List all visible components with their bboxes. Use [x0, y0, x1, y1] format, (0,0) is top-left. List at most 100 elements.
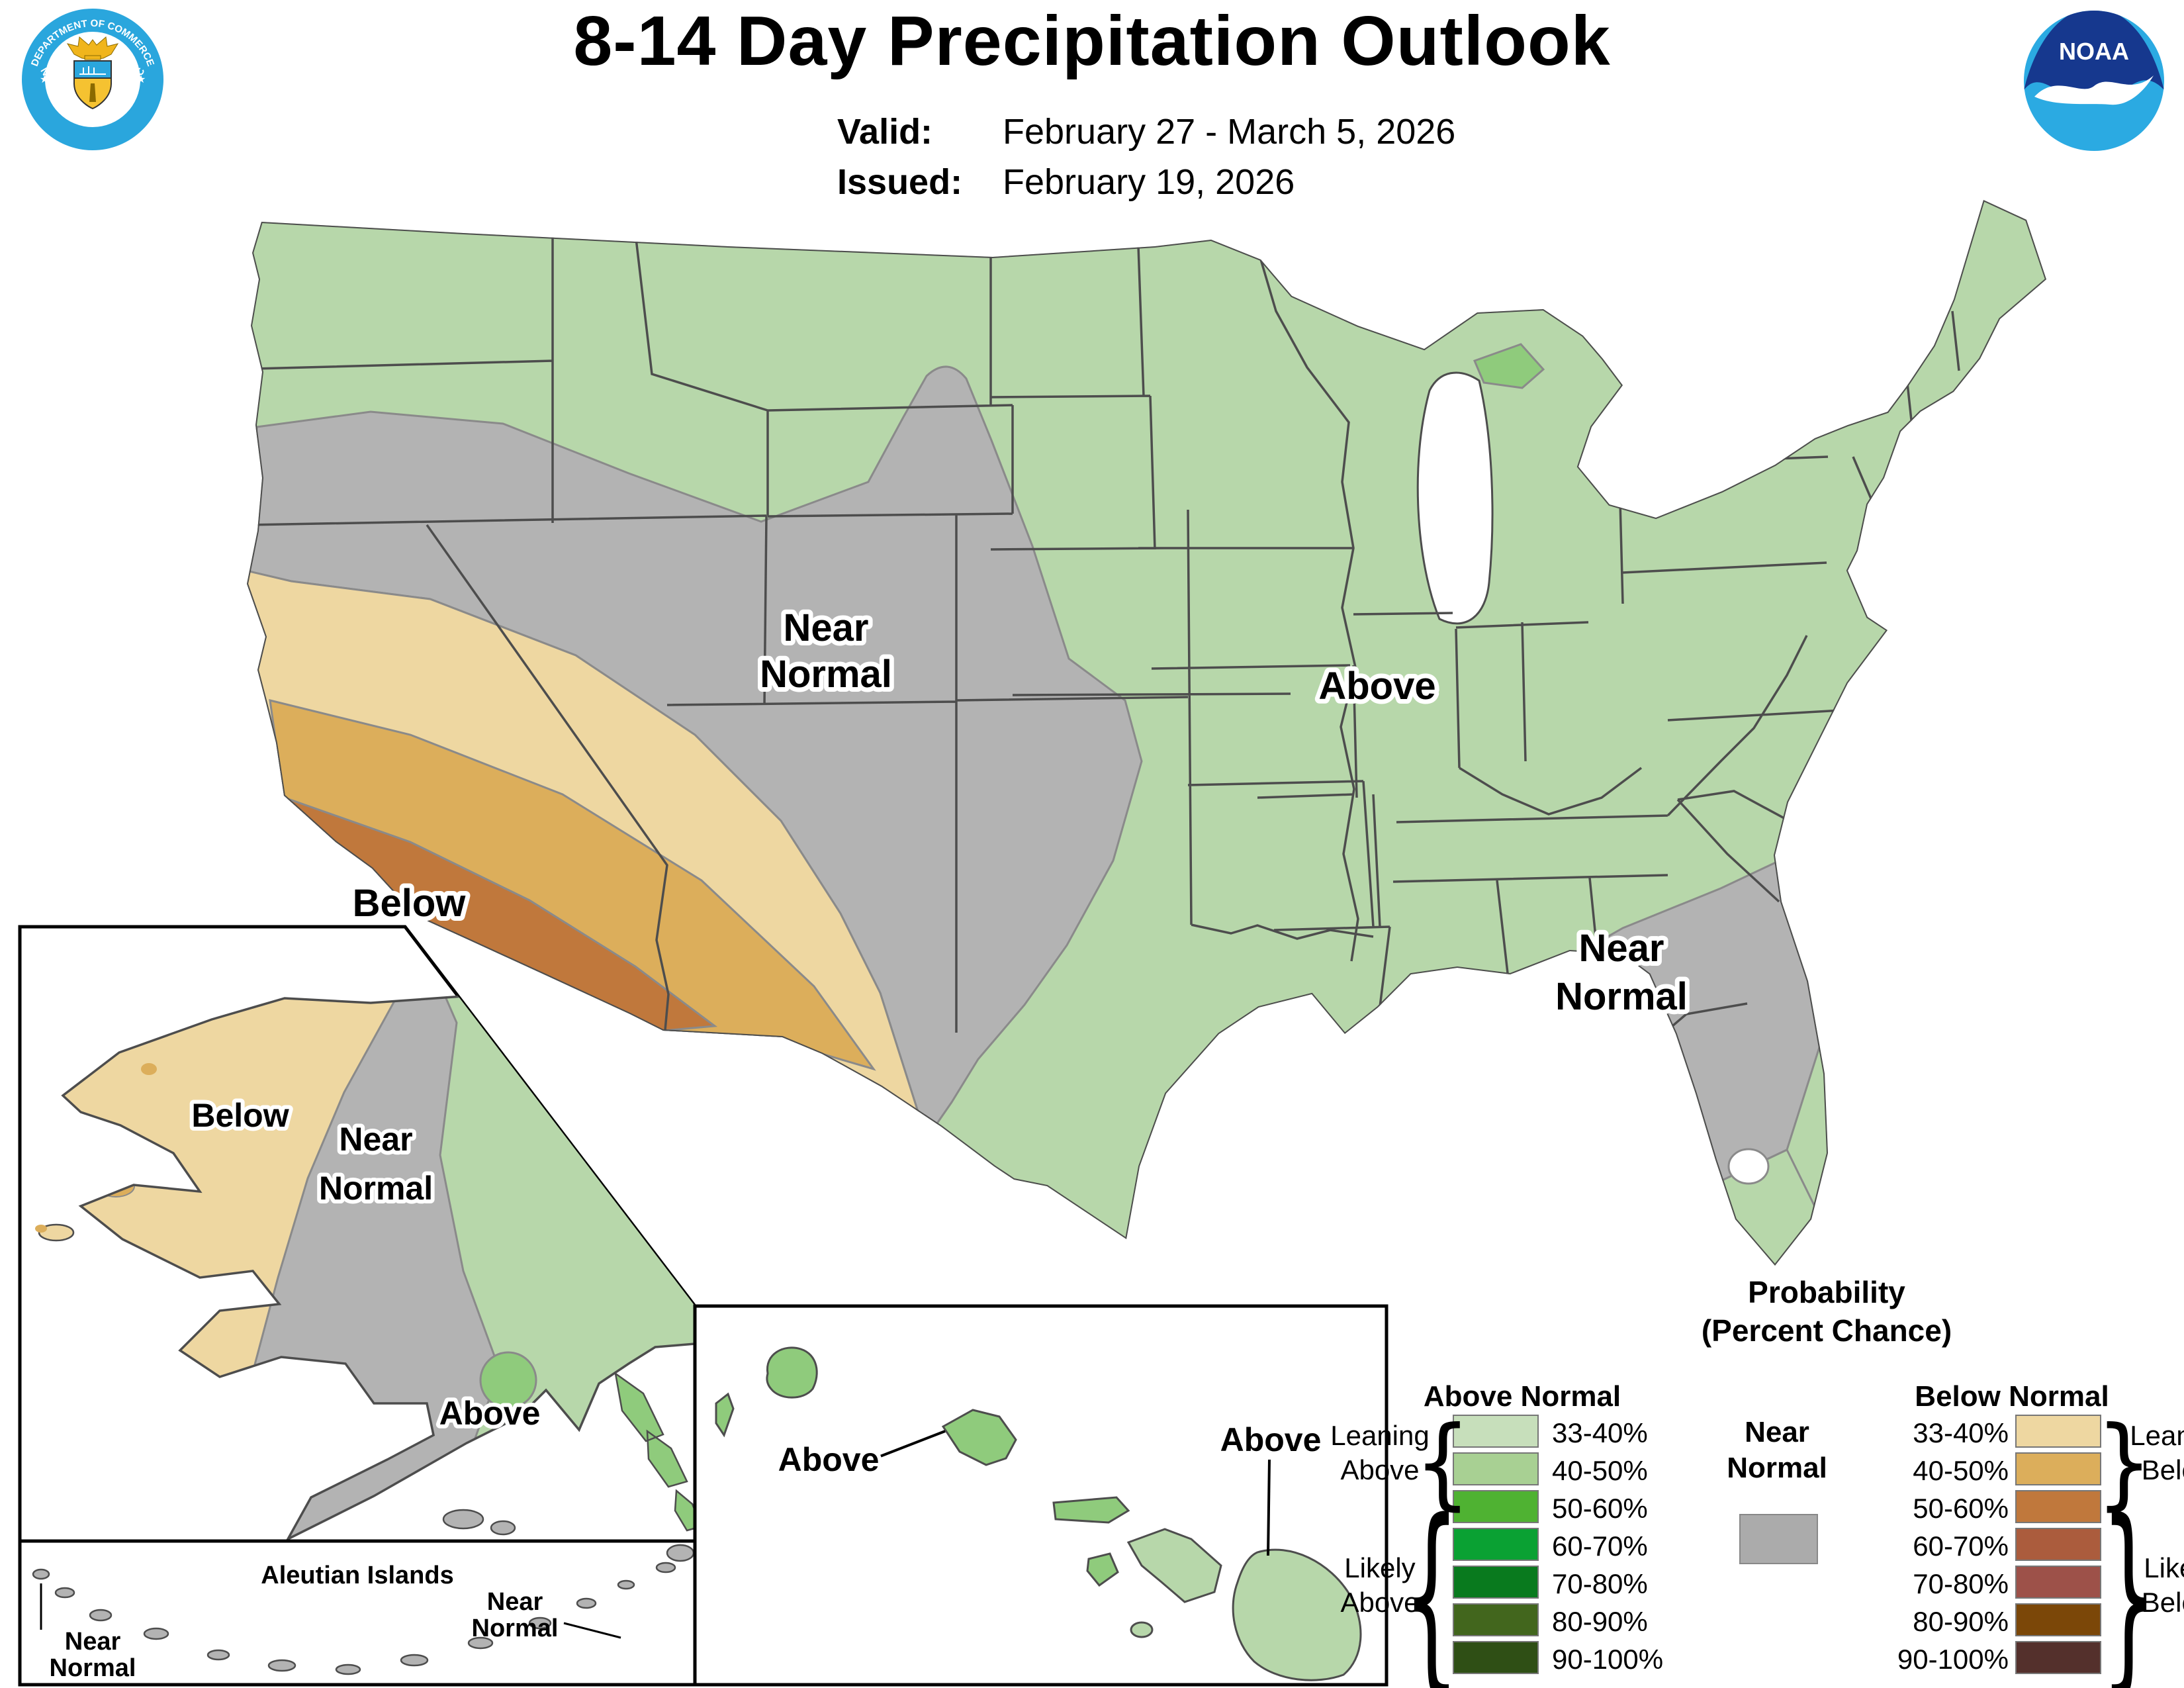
alaska-panhandle	[614, 1372, 695, 1532]
legend-row: 50-60% 50-60%	[1350, 1490, 2184, 1528]
legend-below-swatch	[2015, 1452, 2101, 1485]
legend-title-line2: (Percent Chance)	[1701, 1313, 1952, 1348]
noaa-logo-text: NOAA	[2059, 38, 2129, 65]
legend-above-pct: 50-60%	[1552, 1493, 1648, 1524]
legend-above-swatch	[1453, 1641, 1539, 1674]
legend-below-swatch	[2015, 1528, 2101, 1561]
legend-below-pct: 90-100%	[1897, 1644, 2009, 1675]
hawaii-inset-box	[693, 1304, 1388, 1687]
leaning-above-line1: Leaning	[1330, 1420, 1430, 1451]
label-hawaii-above-west: Above	[778, 1441, 880, 1478]
legend-near-normal-swatch	[1739, 1514, 1818, 1564]
hawaii-east-leader-line	[1267, 1459, 1271, 1556]
label-aleutian-right-1: Near	[487, 1588, 543, 1616]
alaska-inset	[35, 995, 695, 1541]
issued-row: Issued: February 19, 2026	[837, 162, 1455, 203]
label-conus-above: Above	[1318, 665, 1435, 708]
island-oahu	[941, 1409, 1017, 1466]
issued-value: February 19, 2026	[1003, 162, 1295, 202]
legend-below-swatch	[2015, 1603, 2101, 1636]
island-molokai	[1052, 1496, 1130, 1524]
legend-below-pct: 33-40%	[1913, 1417, 2009, 1448]
region-alaska-below-40-north	[141, 1063, 157, 1075]
legend-title: Probability (Percent Chance)	[1575, 1273, 2078, 1350]
label-alaska-near-1: Near	[339, 1121, 412, 1158]
legend-row: 90-100% 90-100%	[1350, 1641, 2184, 1679]
aleutian-inset	[32, 1544, 695, 1675]
island-maui	[1126, 1528, 1222, 1603]
legend-row: 80-90% 80-90%	[1350, 1603, 2184, 1641]
aleutian-right-leader-line	[563, 1622, 621, 1639]
brace-likely-below: }	[2101, 1478, 2158, 1688]
legend-near-line1: Near	[1745, 1416, 1809, 1448]
kodiak-island-2	[490, 1520, 516, 1536]
brace-likely-above: {	[1403, 1478, 1460, 1688]
doc-eagle-perch	[84, 55, 101, 60]
island-kahoolawe	[1130, 1621, 1154, 1638]
legend-row: 60-70% 60-70%	[1350, 1528, 2184, 1566]
lake-michigan	[1416, 371, 1494, 625]
label-conus-se-1: Near	[1579, 927, 1664, 970]
legend-above-swatch	[1453, 1603, 1539, 1636]
state-borders	[247, 232, 1979, 1033]
legend-near-normal-label: Near Normal	[1711, 1415, 1843, 1486]
likely-above-line1: Likely	[1344, 1552, 1416, 1583]
label-aleutian-right-2: Normal	[472, 1615, 559, 1642]
legend: Probability (Percent Chance) Above Norma…	[1330, 1268, 2184, 1688]
legend-below-swatch	[2015, 1566, 2101, 1599]
brace-leaning-below: }	[2095, 1405, 2153, 1521]
issued-label: Issued:	[837, 162, 963, 202]
legend-below-pct: 50-60%	[1913, 1493, 2009, 1524]
noaa-logo: NOAA	[2024, 11, 2164, 151]
legend-above-header: Above Normal	[1423, 1380, 1621, 1413]
label-aleutian-title: Aleutian Islands	[261, 1562, 453, 1589]
label-aleutian-left-2: Normal	[50, 1654, 136, 1682]
legend-above-pct: 90-100%	[1552, 1644, 1664, 1675]
legend-above-swatch	[1453, 1528, 1539, 1561]
legend-row: 33-40% 33-40%	[1350, 1415, 2184, 1452]
legend-below-swatch	[2015, 1415, 2101, 1448]
likely-above-line2: Above	[1340, 1587, 1420, 1618]
hawaii-inset	[715, 1346, 1362, 1681]
likely-below-line2: Below	[2141, 1587, 2184, 1618]
doc-star-right: ★	[136, 74, 146, 85]
legend-above-pct: 40-50%	[1552, 1455, 1648, 1486]
island-hawaii-big	[1232, 1548, 1362, 1681]
st-lawrence-island	[38, 1223, 75, 1242]
legend-below-swatch	[2015, 1490, 2101, 1523]
region-alaska-above-40	[479, 1351, 537, 1409]
legend-below-swatch	[2015, 1641, 2101, 1674]
doc-ship-icon	[79, 66, 106, 75]
legend-row: 70-80% 70-80%	[1350, 1566, 2184, 1603]
legend-above-pct: 80-90%	[1552, 1606, 1648, 1637]
island-niihau	[715, 1392, 735, 1438]
noaa-gull-icon	[2034, 75, 2154, 105]
st-lawrence-island-west	[35, 1225, 47, 1233]
doc-seal-logo: DEPARTMENT OF COMMERCE UNITED STATES OF …	[19, 5, 163, 150]
label-aleutian-left-1: Near	[65, 1628, 121, 1656]
doc-lighthouse-icon	[89, 83, 96, 102]
legend-above-pct: 70-80%	[1552, 1568, 1648, 1599]
noaa-fan-dark	[2024, 11, 2164, 100]
conus-outline	[247, 200, 2046, 1266]
valid-value: February 27 - March 5, 2026	[1003, 112, 1456, 152]
likely-below-line1: Likely	[2144, 1552, 2184, 1583]
valid-issued-block: Valid: February 27 - March 5, 2026 Issue…	[837, 111, 1455, 212]
label-conus-se-2: Normal	[1555, 975, 1688, 1018]
aleutian-islands-chain	[32, 1544, 695, 1675]
legend-row: 40-50% 40-50%	[1350, 1452, 2184, 1490]
legend-leaning-below-label: Leaning Below	[2110, 1419, 2184, 1487]
legend-likely-below-label: Likely Below	[2110, 1551, 2184, 1620]
label-conus-below: Below	[353, 882, 467, 925]
legend-below-pct: 60-70%	[1913, 1530, 2009, 1562]
legend-above-swatch	[1453, 1452, 1539, 1485]
island-lanai	[1086, 1552, 1119, 1587]
legend-above-swatch	[1453, 1566, 1539, 1599]
legend-above-pct: 60-70%	[1552, 1530, 1648, 1562]
legend-likely-above-label: Likely Above	[1310, 1551, 1449, 1620]
page-title: 8-14 Day Precipitation Outlook	[573, 2, 1611, 80]
legend-below-pct: 80-90%	[1913, 1606, 2009, 1637]
label-alaska-above: Above	[439, 1395, 541, 1432]
